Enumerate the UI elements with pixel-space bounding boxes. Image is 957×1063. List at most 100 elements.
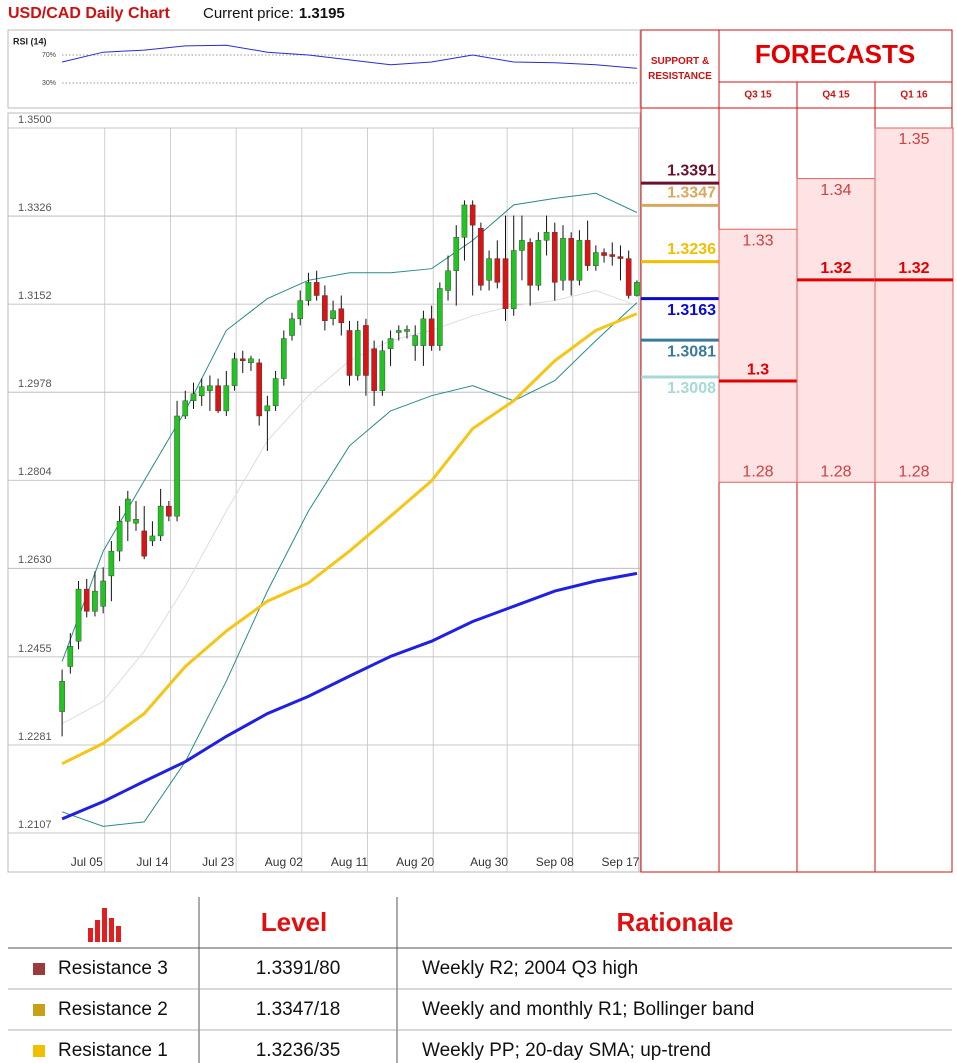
- quarter-label: Q4 15: [822, 90, 850, 101]
- forecast-range: [796, 178, 876, 483]
- x-tick-label: Aug 20: [396, 855, 434, 869]
- candle-body: [281, 338, 287, 379]
- y-tick-label: 1.2281: [18, 731, 52, 743]
- candle-body: [338, 308, 345, 324]
- candle-body: [428, 318, 435, 346]
- icon-bar: [95, 920, 100, 942]
- candle-body: [108, 550, 115, 577]
- overlay-line: [61, 192, 638, 662]
- forecast-high: 1.33: [742, 232, 773, 249]
- candle-body: [116, 521, 123, 552]
- candle-body: [272, 378, 279, 407]
- price-value: 1.3195: [299, 5, 345, 22]
- candle-body: [404, 329, 410, 332]
- candle-body: [634, 282, 640, 296]
- row-label: Resistance 3: [58, 958, 168, 979]
- candle-body: [543, 232, 550, 241]
- forecast-target: 1.3: [747, 361, 769, 378]
- forecast-low: 1.28: [898, 464, 929, 481]
- icon-bar: [116, 926, 121, 942]
- candle-body: [486, 258, 492, 281]
- candle-body: [363, 325, 369, 376]
- y-tick-label: 1.3500: [18, 114, 52, 126]
- y-tick-label: 1.2978: [18, 378, 52, 390]
- forecast-high: 1.34: [820, 182, 851, 199]
- rsi-title: RSI (14): [13, 36, 47, 46]
- candle-body: [527, 242, 533, 286]
- price-label: Current price:: [203, 5, 294, 22]
- row-level: 1.3236/35: [256, 1040, 341, 1061]
- rsi-tick-label: 30%: [42, 80, 56, 87]
- forecast-target: 1.32: [898, 260, 929, 277]
- row-rationale: Weekly and monthly R1; Bollinger band: [422, 999, 754, 1020]
- level-label: 1.3236: [667, 241, 716, 258]
- forecast-high: 1.35: [898, 131, 929, 148]
- candle-body: [510, 250, 517, 309]
- candle-body: [207, 385, 213, 391]
- row-rationale: Weekly PP; 20-day SMA; up-trend: [422, 1040, 711, 1061]
- overlay-line: [61, 302, 638, 827]
- candle-body: [124, 498, 131, 522]
- quarter-label: Q3 15: [744, 90, 772, 101]
- x-tick-label: Aug 11: [331, 855, 368, 869]
- y-tick-label: 1.2804: [18, 466, 52, 478]
- candle-body: [609, 254, 616, 257]
- candle-body: [478, 228, 484, 286]
- candle-body: [215, 385, 221, 412]
- candle-body: [412, 335, 418, 346]
- support-resistance-title: SUPPORT & RESISTANCE: [648, 56, 712, 82]
- candle-body: [231, 358, 238, 386]
- icon-bar: [88, 928, 93, 942]
- level-label: 1.3081: [667, 343, 716, 360]
- candle-body: [248, 358, 254, 364]
- icon-bar: [102, 908, 107, 942]
- candle-body: [420, 318, 427, 346]
- row-label: Resistance 2: [58, 999, 168, 1020]
- x-tick-label: Jul 23: [202, 855, 234, 869]
- candle-body: [354, 330, 361, 376]
- level-label: 1.3008: [667, 380, 716, 397]
- forecast-low: 1.28: [742, 464, 773, 481]
- y-tick-label: 1.2630: [18, 554, 52, 566]
- candle-body: [494, 258, 501, 283]
- level-label: 1.3391: [667, 162, 716, 179]
- candle-body: [379, 350, 386, 391]
- x-tick-label: Jul 05: [71, 855, 103, 869]
- price-panel: [7, 112, 641, 873]
- candle-body: [67, 646, 74, 667]
- level-label: 1.3163: [667, 302, 716, 319]
- candle-body: [100, 580, 106, 607]
- y-tick-label: 1.2455: [18, 643, 52, 655]
- candle-body: [92, 590, 98, 612]
- candle-body: [157, 505, 164, 537]
- candle-body: [346, 330, 353, 376]
- candle-body: [560, 238, 566, 281]
- chart-title: USD/CAD Daily Chart: [8, 5, 170, 22]
- candle-body: [141, 530, 148, 557]
- overlay-line: [61, 312, 638, 766]
- candle-body: [83, 588, 90, 612]
- forecast-title: FORECASTS: [755, 39, 915, 69]
- x-tick-label: Sep 17: [601, 855, 639, 869]
- x-tick-label: Sep 08: [536, 855, 574, 869]
- candle-body: [198, 386, 205, 396]
- rsi-panel: [7, 29, 641, 109]
- candle-body: [223, 385, 230, 412]
- row-swatch: [33, 963, 45, 975]
- candle-body: [551, 232, 558, 283]
- y-tick-label: 1.2107: [18, 819, 52, 831]
- candle-body: [330, 310, 336, 320]
- candle-body: [519, 240, 525, 251]
- candle-body: [190, 393, 197, 402]
- level-label: 1.3347: [667, 185, 716, 202]
- candle-body: [568, 238, 575, 281]
- rsi-line: [61, 44, 637, 69]
- candle-body: [469, 204, 476, 226]
- row-level: 1.3347/18: [256, 999, 341, 1020]
- candle-body: [289, 318, 295, 336]
- candle-body: [584, 240, 591, 266]
- candle-body: [256, 362, 262, 417]
- table-icon: [88, 908, 121, 942]
- icon-bar: [109, 918, 114, 942]
- current-price: Current price: 1.3195: [203, 5, 345, 22]
